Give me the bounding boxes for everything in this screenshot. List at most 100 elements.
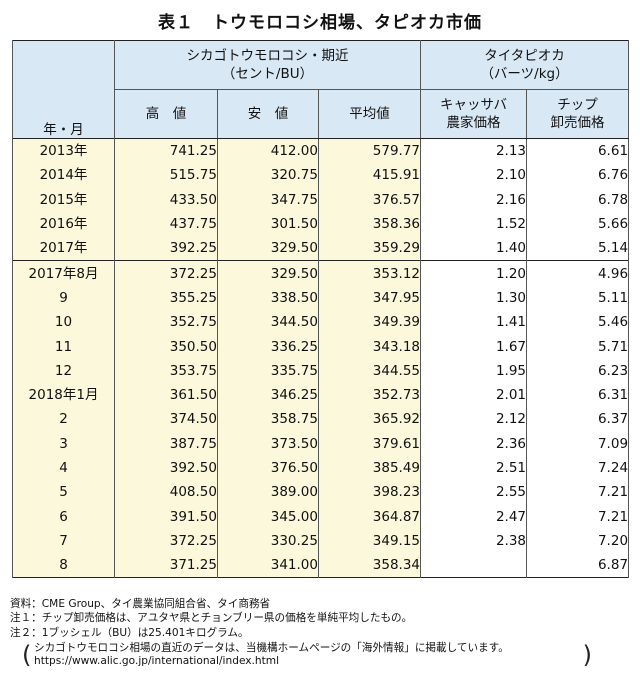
period-cell: 6: [12, 504, 115, 529]
cassava-price-cell: 2.13: [420, 138, 528, 164]
table-row: 12 353.75 335.75 344.55 1.95 6.23: [12, 358, 630, 383]
average-price-cell: 358.34: [317, 553, 422, 578]
cassava-farm-price-header: キャッサバ 農家価格: [420, 89, 528, 139]
table-row: 2013年 741.25 412.00 579.77 2.13 6.61: [12, 138, 630, 164]
cassava-price-cell: 2.47: [420, 504, 528, 529]
high-price-cell: 371.25: [114, 553, 218, 578]
cassava-price-cell: 2.01: [420, 382, 528, 408]
period-cell: 9: [12, 285, 115, 311]
high-price-cell: 515.75: [114, 163, 218, 188]
chip-price-cell: 7.21: [526, 480, 630, 505]
chip-price-cell: 7.09: [526, 431, 630, 456]
high-price-cell: 392.50: [114, 455, 218, 481]
period-cell: 4: [12, 455, 115, 481]
low-price-cell: 376.50: [217, 455, 319, 481]
high-price-header: 高 値: [114, 89, 218, 139]
thai-tapioca-label: タイタピオカ: [484, 48, 565, 64]
cassava-price-cell: 1.20: [420, 260, 528, 286]
period-cell: 5: [12, 480, 115, 505]
chip-price-cell: 7.24: [526, 455, 630, 481]
period-cell: 2017年8月: [12, 260, 115, 286]
note-2: 注２：1ブッシェル（BU）は25.401キログラム。: [10, 626, 249, 639]
close-paren: ): [582, 641, 592, 669]
low-price-cell: 320.75: [217, 163, 319, 188]
average-price-cell: 379.61: [317, 431, 422, 456]
period-cell: 3: [12, 431, 115, 456]
table-row: 2016年 437.75 301.50 358.36 1.52 5.66: [12, 211, 630, 237]
average-price-cell: 579.77: [317, 138, 422, 164]
average-price-cell: 364.87: [317, 504, 422, 529]
average-price-cell: 343.18: [317, 334, 422, 359]
thai-tapioca-group-header: タイタピオカ （バーツ/kg）: [420, 40, 630, 90]
high-price-cell: 437.75: [114, 211, 218, 237]
year-month-header: 年・月: [12, 40, 115, 139]
low-price-cell: 301.50: [217, 211, 319, 237]
average-price-cell: 398.23: [317, 480, 422, 505]
cassava-price-cell: 2.55: [420, 480, 528, 505]
low-price-cell: 330.25: [217, 528, 319, 554]
low-price-cell: 373.50: [217, 431, 319, 456]
high-price-cell: 433.50: [114, 187, 218, 212]
chip-price-cell: 6.23: [526, 358, 630, 383]
period-cell: 2013年: [12, 138, 115, 164]
open-paren: (: [22, 641, 32, 669]
average-price-cell: 347.95: [317, 285, 422, 311]
average-price-cell: 358.36: [317, 211, 422, 237]
cassava-price-cell: [420, 553, 528, 578]
cassava-price-cell: 1.52: [420, 211, 528, 237]
low-price-cell: 412.00: [217, 138, 319, 164]
high-price-cell: 352.75: [114, 310, 218, 335]
average-price-cell: 376.57: [317, 187, 422, 212]
low-price-cell: 358.75: [217, 407, 319, 432]
low-price-cell: 347.75: [217, 187, 319, 212]
source-note: 資料：CME Group、タイ農業協同組合省、タイ商務省: [10, 598, 271, 610]
chip-price-cell: 6.61: [526, 138, 630, 164]
chip-price-cell: 6.31: [526, 382, 630, 408]
table-row: 2017年 392.25 329.50 359.29 1.40 5.14: [12, 236, 630, 261]
low-price-cell: 345.00: [217, 504, 319, 529]
website-note-text: シカゴトウモロコシ相場の直近のデータは、当機構ホームページの「海外情報」に掲載し…: [34, 642, 509, 654]
website-url[interactable]: https://www.alic.go.jp/international/ind…: [34, 655, 280, 667]
cassava-price-cell: 2.12: [420, 407, 528, 432]
chip-price-cell: 4.96: [526, 260, 630, 286]
cassava-price-cell: 2.38: [420, 528, 528, 554]
low-price-cell: 346.25: [217, 382, 319, 408]
chicago-corn-unit: （セント/BU）: [221, 66, 314, 82]
chicago-corn-group-header: シカゴトウモロコシ・期近 （セント/BU）: [113, 40, 422, 90]
table-row: 4 392.50 376.50 385.49 2.51 7.24: [12, 455, 630, 481]
high-price-cell: 361.50: [114, 382, 218, 408]
table-row: 2 374.50 358.75 365.92 2.12 6.37: [12, 407, 630, 432]
low-price-cell: 344.50: [217, 310, 319, 335]
chip-price-cell: 5.14: [526, 236, 630, 261]
cassava-price-cell: 2.51: [420, 455, 528, 481]
average-price-cell: 349.15: [317, 528, 422, 554]
table-row: 2015年 433.50 347.75 376.57 2.16 6.78: [12, 187, 630, 212]
low-price-cell: 335.75: [217, 358, 319, 383]
high-price-cell: 355.25: [114, 285, 218, 311]
high-price-cell: 408.50: [114, 480, 218, 505]
cassava-price-cell: 2.16: [420, 187, 528, 212]
chip-price-cell: 6.37: [526, 407, 630, 432]
average-price-cell: 385.49: [317, 455, 422, 481]
note-1: 注１：チップ卸売価格は、アユタヤ県とチョンブリー県の価格を単純平均したもの。: [10, 612, 413, 625]
low-price-cell: 329.50: [217, 236, 319, 261]
chip-price-cell: 7.21: [526, 504, 630, 529]
average-price-cell: 349.39: [317, 310, 422, 335]
thai-tapioca-unit: （バーツ/kg）: [480, 66, 569, 82]
table-row: 10 352.75 344.50 349.39 1.41 5.46: [12, 310, 630, 335]
cassava-price-cell: 2.36: [420, 431, 528, 456]
average-price-cell: 365.92: [317, 407, 422, 432]
chip-price-cell: 6.76: [526, 163, 630, 188]
chicago-corn-label: シカゴトウモロコシ・期近: [186, 48, 349, 64]
average-price-cell: 344.55: [317, 358, 422, 383]
period-cell: 2017年: [12, 236, 115, 261]
chip-price-cell: 6.87: [526, 553, 630, 578]
low-price-cell: 329.50: [217, 260, 319, 286]
average-price-cell: 415.91: [317, 163, 422, 188]
table-row: 3 387.75 373.50 379.61 2.36 7.09: [12, 431, 630, 456]
table-row: 8 371.25 341.00 358.34 6.87: [12, 553, 630, 578]
cassava-price-cell: 1.30: [420, 285, 528, 311]
chip-price-cell: 5.11: [526, 285, 630, 311]
table-row: 2014年 515.75 320.75 415.91 2.10 6.76: [12, 163, 630, 188]
high-price-cell: 350.50: [114, 334, 218, 359]
